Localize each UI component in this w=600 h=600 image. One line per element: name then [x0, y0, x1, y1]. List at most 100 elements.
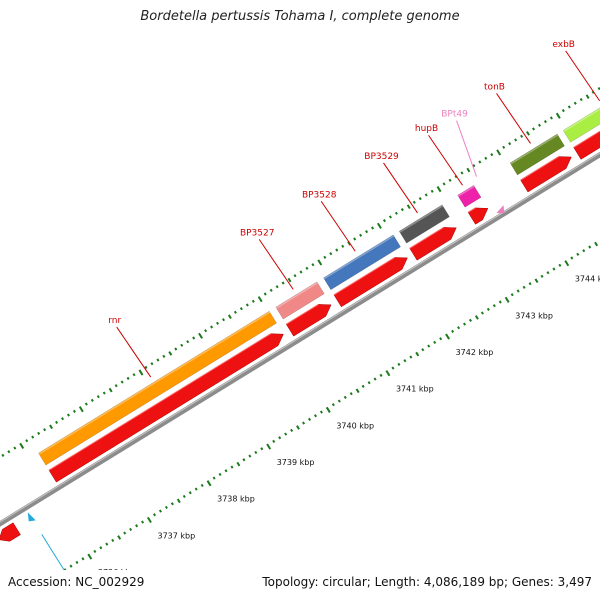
inner-tick: [266, 443, 272, 450]
outer-tick: [353, 237, 357, 241]
outer-tick: [543, 120, 547, 124]
inner-tick: [468, 318, 472, 322]
outer-tick: [144, 365, 148, 369]
inner-tick: [23, 594, 24, 596]
outer-tick: [549, 116, 553, 120]
outer-tick: [591, 90, 595, 94]
cds-arrow-highlight: [333, 257, 396, 296]
outer-tick: [138, 369, 144, 376]
inner-tick: [433, 340, 437, 344]
inner-tick: [415, 351, 420, 357]
outer-tick: [31, 435, 35, 439]
inner-tick: [534, 278, 539, 284]
gene-block-highlight: [275, 282, 318, 309]
outer-tick: [221, 318, 225, 322]
kbp-label: 3737 kbp: [157, 531, 195, 540]
gene-label: hupB: [415, 124, 438, 134]
backbone-highlight: [0, 152, 600, 523]
gene-label: BP3527: [240, 228, 275, 238]
inner-tick: [319, 410, 323, 414]
inner-tick: [313, 414, 317, 418]
outer-tick: [78, 406, 84, 413]
genome-summary: Topology: circular; Length: 4,086,189 bp…: [262, 575, 592, 589]
inner-tick: [117, 535, 122, 540]
outer-tick: [192, 336, 196, 340]
kbp-label: 3736 kbp: [98, 568, 136, 577]
kbp-label: 3743 kbp: [515, 311, 553, 320]
outer-tick: [37, 431, 41, 435]
inner-tick: [409, 355, 413, 359]
gene-leader-line: [116, 326, 152, 378]
inner-tick: [307, 417, 312, 421]
genome-backbone: [0, 151, 600, 527]
outer-tick: [210, 325, 214, 329]
cds-arrow-highlight: [48, 333, 272, 471]
outer-tick: [156, 358, 160, 362]
cds-arrow: [467, 207, 489, 225]
outer-tick: [567, 105, 571, 109]
outer-tick: [198, 332, 203, 339]
outer-tick: [66, 413, 70, 417]
inner-tick: [260, 447, 264, 451]
outer-tick: [460, 171, 464, 175]
inner-tick: [296, 425, 300, 430]
inner-tick: [457, 326, 461, 330]
outer-tick: [239, 307, 243, 311]
inner-tick: [552, 267, 556, 271]
outer-tick: [293, 274, 297, 278]
outer-tick: [72, 409, 76, 413]
inner-tick: [63, 568, 67, 570]
outer-tick: [108, 387, 113, 393]
map-title: Bordetella pertussis Tohama I, complete …: [140, 9, 460, 24]
outer-tick: [204, 329, 208, 333]
gene-block: [38, 310, 277, 466]
inner-tick: [582, 249, 586, 253]
outer-tick: [520, 134, 524, 138]
outer-tick: [573, 101, 577, 105]
cds-arrow: [409, 227, 457, 261]
inner-tick: [391, 366, 395, 370]
outer-tick: [376, 222, 382, 229]
cds-arrow-reverse: [0, 522, 21, 542]
outer-tick: [132, 373, 136, 377]
gene-block: [457, 185, 482, 208]
inner-tick: [564, 260, 570, 267]
inner-tick: [206, 480, 212, 487]
inner-tick: [516, 289, 520, 293]
gene-label: tonB: [484, 82, 505, 92]
kbp-label: 3742 kbp: [456, 348, 494, 357]
gene-leader-line: [565, 50, 600, 102]
trna-label: BPt49: [441, 110, 468, 120]
cds-arrow: [573, 130, 600, 160]
inner-tick: [290, 428, 294, 432]
outer-tick: [61, 417, 65, 421]
inner-tick: [254, 450, 258, 454]
inner-tick: [486, 307, 490, 311]
cds-arrow-highlight: [467, 207, 476, 213]
outer-tick: [1, 453, 5, 457]
outer-tick: [400, 208, 404, 212]
outer-tick: [96, 395, 100, 399]
inner-tick: [355, 388, 360, 394]
outer-tick: [496, 149, 502, 156]
outer-tick: [19, 442, 25, 449]
outer-tick: [526, 131, 530, 136]
outer-tick: [508, 142, 512, 146]
inner-tick: [403, 359, 407, 363]
outer-tick: [436, 186, 442, 193]
inner-tick: [170, 502, 174, 506]
inner-tick: [29, 591, 32, 596]
outer-tick: [245, 303, 249, 307]
inner-tick: [81, 557, 85, 561]
inner-tick: [504, 296, 510, 303]
gene-leader-line: [320, 200, 356, 252]
gene-leader-line: [428, 134, 463, 186]
backbone-line: [0, 151, 600, 527]
gene-label: rnr: [108, 316, 121, 326]
outer-tick: [13, 446, 17, 450]
gene-label: BP3528: [302, 190, 337, 200]
inner-tick: [242, 458, 246, 462]
inner-tick: [451, 329, 455, 333]
cds-features: [0, 130, 600, 542]
